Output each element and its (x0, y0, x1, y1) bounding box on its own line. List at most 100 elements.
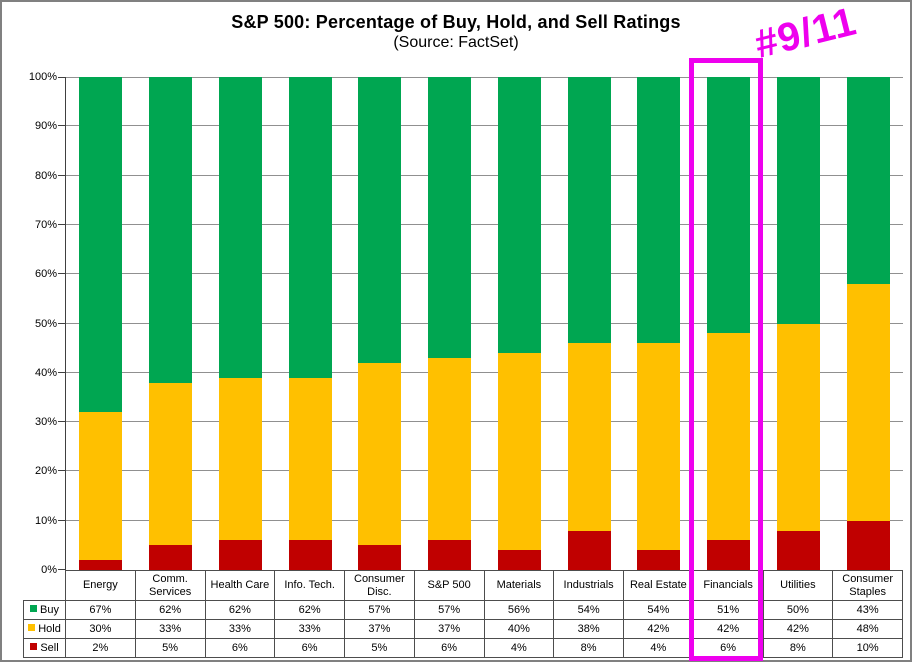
bar-segment-hold (358, 362, 402, 546)
gridline (66, 371, 903, 373)
y-axis-tick (58, 569, 65, 570)
value-cell: 67% (65, 600, 136, 620)
category-header: Financials (692, 570, 764, 601)
y-tick-label: 90% (34, 120, 57, 133)
table-corner-cell (24, 571, 66, 601)
legend-cell-buy: Buy (23, 600, 66, 620)
value-cell: 37% (344, 619, 415, 639)
value-cell: 33% (134, 619, 206, 639)
bar-column-utilities (764, 77, 834, 570)
value-cell: 8% (762, 638, 834, 658)
y-tick-label: 80% (34, 169, 57, 182)
value-cell: 6% (692, 638, 764, 658)
table-header-row: Energy Comm. Services Health Care Info. Tec… (24, 570, 903, 601)
value-cell: 5% (134, 638, 206, 658)
y-axis-labels: 0% 10% 20% 30% 40% 50% 60% 70% 80% 90% 100% (2, 71, 57, 576)
bar-segment-hold (707, 333, 751, 541)
category-header: Industrials (553, 570, 624, 601)
gridline (66, 125, 903, 127)
bar-segment-sell (567, 530, 611, 570)
bar-segment-hold (497, 353, 541, 551)
y-axis-tick (58, 125, 65, 127)
value-cell: 57% (413, 600, 485, 620)
value-cell: 6% (413, 638, 485, 658)
bar-stack (776, 77, 820, 570)
bar-segment-buy (707, 77, 751, 334)
bar-column-energy (66, 77, 136, 570)
value-cell: 42% (762, 619, 834, 639)
bar-segment-hold (567, 343, 611, 531)
handwritten-annotation: #9/11 (750, 0, 861, 67)
category-header: Consumer Staples (832, 570, 903, 601)
value-cell: 62% (204, 600, 276, 620)
bar-column-materials (485, 77, 555, 570)
gridline (66, 519, 903, 521)
bar-segment-hold (637, 343, 681, 551)
data-table: Energy Comm. Services Health Care Info. Tec… (23, 570, 903, 658)
bar-stack (567, 77, 611, 570)
bar-segment-sell (707, 540, 751, 570)
value-cell: 4% (623, 638, 694, 658)
value-cell: 5% (344, 638, 415, 658)
bar-stack (428, 77, 472, 570)
value-cell: 62% (134, 600, 206, 620)
bar-segment-hold (288, 377, 332, 541)
value-cell: 10% (832, 638, 903, 658)
y-tick-label: 60% (34, 268, 57, 281)
value-cell: 8% (553, 638, 624, 658)
value-cell: 4% (483, 638, 555, 658)
bar-column-industrials (554, 77, 624, 570)
value-cell: 62% (274, 600, 345, 620)
y-tick-label: 40% (34, 366, 57, 379)
y-tick-label: 10% (34, 514, 57, 527)
y-axis-tick (58, 77, 65, 78)
legend-cell-hold: Hold (23, 619, 66, 639)
bar-stack (218, 77, 262, 570)
page-title: S&P 500: Percentage of Buy, Hold, and Se… (231, 12, 681, 32)
bar-segment-buy (846, 77, 890, 285)
bar-segment-hold (218, 377, 262, 541)
bar-stack (846, 77, 890, 570)
value-cell: 50% (762, 600, 834, 620)
value-cell: 42% (623, 619, 694, 639)
gridline (66, 273, 903, 275)
bar-segment-sell (428, 540, 472, 570)
bar-segment-buy (497, 77, 541, 354)
legend-cell-sell: Sell (23, 638, 66, 658)
table-row-sell: Sell 2% 5% 6% 6% 5% 6% 4% 8% 4% 6% 8% 10% (23, 638, 903, 658)
value-cell: 56% (483, 600, 555, 620)
gridline (66, 421, 903, 423)
bar-stack (497, 77, 541, 570)
y-tick-label: 70% (34, 218, 57, 231)
bar-stack (637, 77, 681, 570)
bar-column-info-tech- (275, 77, 345, 570)
legend-swatch-sell (30, 643, 38, 651)
bar-segment-sell (846, 520, 890, 570)
y-axis-tick (58, 470, 65, 472)
category-header: Real Estate (623, 570, 694, 601)
bar-segment-buy (288, 77, 332, 378)
value-cell: 2% (65, 638, 136, 658)
page-subtitle: (Source: FactSet) (393, 34, 519, 51)
category-header: Health Care (204, 570, 276, 601)
bar-segment-buy (567, 77, 611, 344)
value-cell: 54% (623, 600, 694, 620)
bar-segment-hold (149, 382, 193, 546)
y-axis-tick (58, 174, 65, 176)
value-cell: 43% (832, 600, 903, 620)
legend-swatch-hold (28, 624, 36, 632)
value-cell: 48% (832, 619, 903, 639)
bar-segment-buy (776, 77, 820, 324)
value-cell: 33% (204, 619, 276, 639)
category-header: Consumer Disc. (344, 570, 415, 601)
value-cell: 6% (204, 638, 276, 658)
category-header: Energy (65, 570, 136, 601)
category-header: Utilities (762, 570, 834, 601)
bar-column-health-care (206, 77, 276, 570)
bar-column-consumer-disc- (345, 77, 415, 570)
value-cell: 42% (692, 619, 764, 639)
y-axis-tick (58, 223, 65, 225)
bar-segment-sell (218, 540, 262, 570)
bar-segment-sell (637, 550, 681, 570)
table-row-hold: Hold 30% 33% 33% 33% 37% 37% 40% 38% 42% 42% 42% 48% (23, 619, 903, 639)
